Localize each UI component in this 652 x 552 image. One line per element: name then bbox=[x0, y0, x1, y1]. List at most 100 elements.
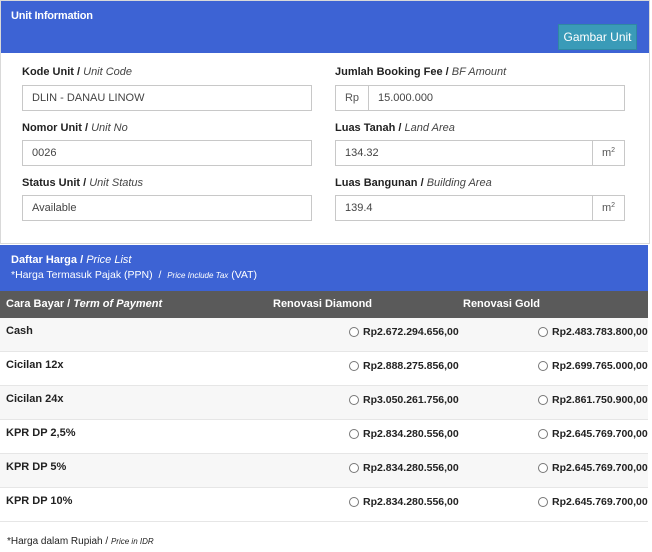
price-table-header: Cara Bayar / Term of Payment Renovasi Di… bbox=[0, 291, 648, 318]
kode-unit-label-id: Kode Unit bbox=[22, 66, 74, 78]
booking-fee-label: Jumlah Booking Fee / BF Amount bbox=[335, 66, 507, 78]
luas-bangunan-label-id: Luas Bangunan bbox=[335, 177, 418, 189]
footnote-en: Price in IDR bbox=[110, 537, 154, 546]
luas-tanah-label: Luas Tanah / Land Area bbox=[335, 122, 455, 134]
radio-button[interactable] bbox=[538, 497, 548, 507]
row-term: KPR DP 10% bbox=[6, 495, 73, 507]
status-unit-label-en: Unit Status bbox=[89, 177, 144, 189]
booking-fee-field[interactable]: 15.000.000 bbox=[368, 85, 625, 111]
status-unit-label-id: Status Unit bbox=[22, 177, 81, 189]
kode-unit-label-en: Unit Code bbox=[83, 66, 133, 78]
price-list-title: Daftar Harga / Price List bbox=[11, 254, 132, 266]
radio-button[interactable] bbox=[538, 463, 548, 473]
nomor-unit-label-id: Nomor Unit bbox=[22, 122, 82, 134]
status-unit-label: Status Unit / Unit Status bbox=[22, 177, 144, 189]
price-list-tax-note: *Harga Termasuk Pajak (PPN) / Price Incl… bbox=[11, 269, 258, 281]
tax-note-en: Price Include Tax bbox=[167, 271, 229, 280]
gold-price-option[interactable]: Rp2.645.769.700,00 bbox=[538, 462, 648, 474]
price-list-title-en: Price List bbox=[86, 254, 132, 266]
radio-button[interactable] bbox=[538, 395, 548, 405]
column-header-term-en: Term of Payment bbox=[73, 298, 163, 310]
diamond-price: Rp2.834.280.556,00 bbox=[363, 496, 459, 508]
row-term: KPR DP 2,5% bbox=[6, 427, 76, 439]
gold-price-option[interactable]: Rp2.699.765.000,00 bbox=[538, 360, 648, 372]
luas-tanah-label-id: Luas Tanah bbox=[335, 122, 396, 134]
diamond-price-option[interactable]: Rp2.834.280.556,00 bbox=[349, 462, 459, 474]
radio-button[interactable] bbox=[349, 463, 359, 473]
radio-button[interactable] bbox=[538, 429, 548, 439]
table-row: KPR DP 5% Rp2.834.280.556,00 Rp2.645.769… bbox=[0, 454, 648, 488]
diamond-price: Rp2.834.280.556,00 bbox=[363, 462, 459, 474]
kode-unit-label: Kode Unit / Unit Code bbox=[22, 66, 133, 78]
gold-price-option[interactable]: Rp2.861.750.900,00 bbox=[538, 394, 648, 406]
row-term: KPR DP 5% bbox=[6, 461, 67, 473]
gold-price: Rp2.861.750.900,00 bbox=[552, 394, 648, 406]
nomor-unit-field[interactable]: 0026 bbox=[22, 140, 312, 166]
diamond-price: Rp2.672.294.656,00 bbox=[363, 326, 459, 338]
row-term: Cicilan 12x bbox=[6, 359, 64, 371]
luas-bangunan-unit-sup: 2 bbox=[611, 201, 616, 209]
column-header-gold: Renovasi Gold bbox=[463, 298, 541, 310]
table-row: KPR DP 10% Rp2.834.280.556,00 Rp2.645.76… bbox=[0, 488, 648, 522]
diamond-price-option[interactable]: Rp2.888.275.856,00 bbox=[349, 360, 459, 372]
diamond-price-option[interactable]: Rp2.672.294.656,00 bbox=[349, 326, 459, 338]
gold-price: Rp2.645.769.700,00 bbox=[552, 462, 648, 474]
radio-button[interactable] bbox=[538, 327, 548, 337]
row-term: Cicilan 24x bbox=[6, 393, 64, 405]
luas-bangunan-label: Luas Bangunan / Building Area bbox=[335, 177, 492, 189]
luas-bangunan-field[interactable]: 139.4 bbox=[335, 195, 593, 221]
booking-fee-currency-addon: Rp bbox=[335, 85, 369, 111]
diamond-price-option[interactable]: Rp2.834.280.556,00 bbox=[349, 496, 459, 508]
luas-bangunan-unit: m bbox=[601, 202, 612, 214]
radio-button[interactable] bbox=[349, 429, 359, 439]
booking-fee-label-en: BF Amount bbox=[451, 66, 507, 78]
gold-price: Rp2.645.769.700,00 bbox=[552, 496, 648, 508]
booking-fee-label-id: Jumlah Booking Fee bbox=[335, 66, 443, 78]
gold-price: Rp2.483.783.800,00 bbox=[552, 326, 648, 338]
luas-tanah-field[interactable]: 134.32 bbox=[335, 140, 593, 166]
unit-information-panel: Unit Information Gambar Unit Kode Unit /… bbox=[0, 0, 650, 244]
luas-tanah-unit: m bbox=[601, 147, 612, 159]
column-header-term-id: Cara Bayar bbox=[6, 298, 65, 310]
gold-price: Rp2.645.769.700,00 bbox=[552, 428, 648, 440]
gold-price: Rp2.699.765.000,00 bbox=[552, 360, 648, 372]
nomor-unit-label: Nomor Unit / Unit No bbox=[22, 122, 128, 134]
footnote-id: *Harga dalam Rupiah bbox=[7, 536, 103, 547]
diamond-price: Rp2.834.280.556,00 bbox=[363, 428, 459, 440]
price-list-title-id: Daftar Harga bbox=[11, 254, 78, 266]
kode-unit-field[interactable]: DLIN - DANAU LINOW bbox=[22, 85, 312, 111]
tax-note-id: *Harga Termasuk Pajak (PPN) bbox=[11, 269, 153, 281]
price-list-header: Daftar Harga / Price List *Harga Termasu… bbox=[0, 245, 648, 291]
luas-tanah-label-en: Land Area bbox=[404, 122, 455, 134]
luas-tanah-unit-sup: 2 bbox=[611, 146, 616, 154]
gold-price-option[interactable]: Rp2.645.769.700,00 bbox=[538, 428, 648, 440]
unit-information-header: Unit Information Gambar Unit bbox=[1, 1, 649, 53]
radio-button[interactable] bbox=[349, 361, 359, 371]
status-unit-field[interactable]: Available bbox=[22, 195, 312, 221]
row-term: Cash bbox=[6, 325, 33, 337]
radio-button[interactable] bbox=[349, 327, 359, 337]
luas-bangunan-label-en: Building Area bbox=[426, 177, 492, 189]
radio-button[interactable] bbox=[349, 497, 359, 507]
table-row: Cicilan 12x Rp2.888.275.856,00 Rp2.699.7… bbox=[0, 352, 648, 386]
diamond-price-option[interactable]: Rp3.050.261.756,00 bbox=[349, 394, 459, 406]
gold-price-option[interactable]: Rp2.645.769.700,00 bbox=[538, 496, 648, 508]
price-footnote: *Harga dalam Rupiah / Price in IDR bbox=[7, 536, 154, 547]
diamond-price: Rp3.050.261.756,00 bbox=[363, 394, 459, 406]
radio-button[interactable] bbox=[349, 395, 359, 405]
diamond-price-option[interactable]: Rp2.834.280.556,00 bbox=[349, 428, 459, 440]
unit-information-title: Unit Information bbox=[11, 10, 93, 22]
column-header-diamond: Renovasi Diamond bbox=[273, 298, 373, 310]
table-row: Cicilan 24x Rp3.050.261.756,00 Rp2.861.7… bbox=[0, 386, 648, 420]
radio-button[interactable] bbox=[538, 361, 548, 371]
gold-price-option[interactable]: Rp2.483.783.800,00 bbox=[538, 326, 648, 338]
tax-note-suffix: (VAT) bbox=[231, 269, 258, 281]
gambar-unit-button[interactable]: Gambar Unit bbox=[558, 24, 637, 50]
table-row: KPR DP 2,5% Rp2.834.280.556,00 Rp2.645.7… bbox=[0, 420, 648, 454]
nomor-unit-label-en: Unit No bbox=[91, 122, 128, 134]
column-header-term: Cara Bayar / Term of Payment bbox=[6, 298, 163, 310]
diamond-price: Rp2.888.275.856,00 bbox=[363, 360, 459, 372]
table-row: Cash Rp2.672.294.656,00 Rp2.483.783.800,… bbox=[0, 318, 648, 352]
